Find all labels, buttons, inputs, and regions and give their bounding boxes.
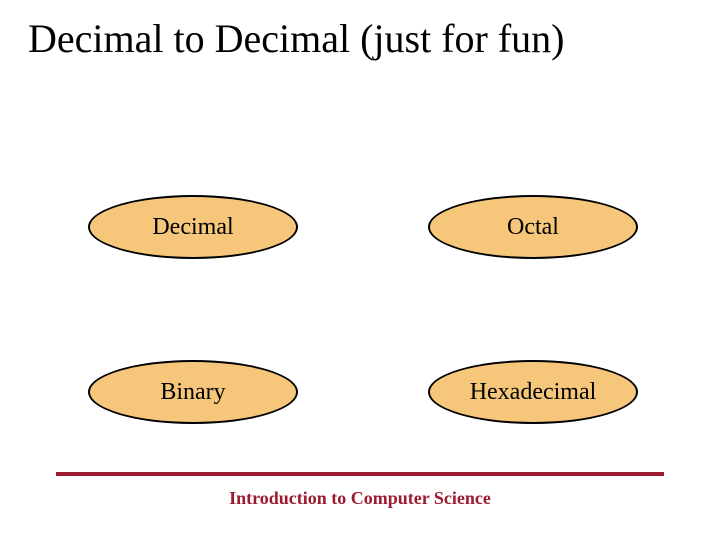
node-binary: Binary bbox=[88, 360, 298, 424]
footer-rule bbox=[56, 472, 664, 476]
node-hexadecimal-label: Hexadecimal bbox=[470, 379, 597, 406]
node-decimal: Decimal bbox=[88, 195, 298, 259]
node-binary-label: Binary bbox=[160, 379, 225, 406]
footer-text: Introduction to Computer Science bbox=[0, 488, 720, 509]
node-octal: Octal bbox=[428, 195, 638, 259]
slide-title: Decimal to Decimal (just for fun) bbox=[28, 16, 692, 62]
node-hexadecimal: Hexadecimal bbox=[428, 360, 638, 424]
node-octal-label: Octal bbox=[507, 214, 559, 241]
slide: Decimal to Decimal (just for fun) Decima… bbox=[0, 0, 720, 540]
node-decimal-label: Decimal bbox=[152, 214, 233, 241]
